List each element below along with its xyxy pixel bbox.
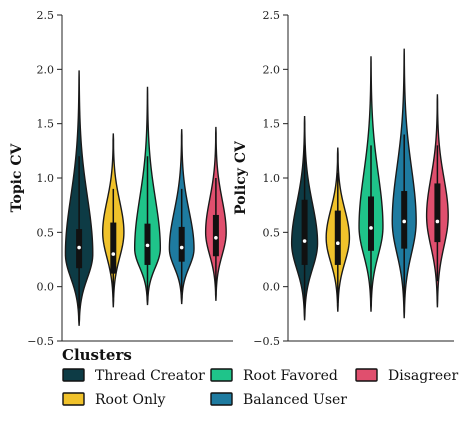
y-tick-label: 1.0 xyxy=(37,172,55,185)
legend-label: Root Favored xyxy=(243,368,338,384)
y-tick-label: 2.5 xyxy=(37,9,55,22)
violin-iqr-box xyxy=(110,222,117,274)
y-tick-label: −0.5 xyxy=(27,335,54,348)
chart-panel-2: −0.5 0.0 0.5 1.0 1.5 2.0 2.5 Policy CV xyxy=(233,9,454,348)
violin-iqr-box xyxy=(301,199,308,265)
chart-panel-1: −0.5 0.0 0.5 1.0 1.5 2.0 2.5 Topic CV xyxy=(9,9,233,348)
violin-median-dot xyxy=(145,243,150,248)
legend-swatch xyxy=(210,392,233,406)
violin-iqr-box xyxy=(178,226,185,262)
violin-median-dot xyxy=(435,219,440,224)
y-tick-label: −0.5 xyxy=(253,335,280,348)
y-tick-label: 0.5 xyxy=(37,226,55,239)
violin-iqr-box xyxy=(334,210,341,265)
y-tick-label: 1.0 xyxy=(263,172,281,185)
violin-median-dot xyxy=(402,219,407,224)
y-tick-label: 0.0 xyxy=(37,281,55,294)
y-tick-label: 0.0 xyxy=(263,281,281,294)
violin-median-dot xyxy=(302,239,307,243)
legend-swatch xyxy=(210,368,233,382)
legend-label: Balanced User xyxy=(243,392,347,408)
y-tick-label: 2.5 xyxy=(263,9,281,22)
violin-median-dot xyxy=(214,235,218,240)
legend-swatch xyxy=(62,392,85,406)
violin-median-dot xyxy=(111,252,116,256)
legend-label: Root Only xyxy=(95,392,165,408)
violin-median-dot xyxy=(77,245,81,250)
violin-iqr-box xyxy=(368,196,374,251)
violin-iqr-box xyxy=(212,214,219,257)
violin-median-dot xyxy=(369,226,373,230)
legend-label: Thread Creator xyxy=(95,368,205,384)
legend-swatch xyxy=(355,368,378,382)
violin-iqr-box xyxy=(434,183,441,243)
legend-label: Disagreer xyxy=(388,368,458,384)
legend-swatch xyxy=(62,368,85,382)
violin-median-dot xyxy=(336,241,340,245)
legend: Clusters Thread Creator Root Only Root Favo… xyxy=(62,346,458,408)
y-tick-label: 1.5 xyxy=(37,118,55,131)
violin-median-dot xyxy=(179,245,184,250)
y-tick-label: 0.5 xyxy=(263,226,281,239)
y-axis-title: Topic CV xyxy=(9,143,25,213)
y-axis-title: Policy CV xyxy=(233,140,249,215)
legend-title: Clusters xyxy=(62,346,132,364)
y-tick-label: 2.0 xyxy=(263,63,281,76)
y-tick-label: 1.5 xyxy=(263,118,281,131)
y-tick-label: 2.0 xyxy=(37,63,55,76)
